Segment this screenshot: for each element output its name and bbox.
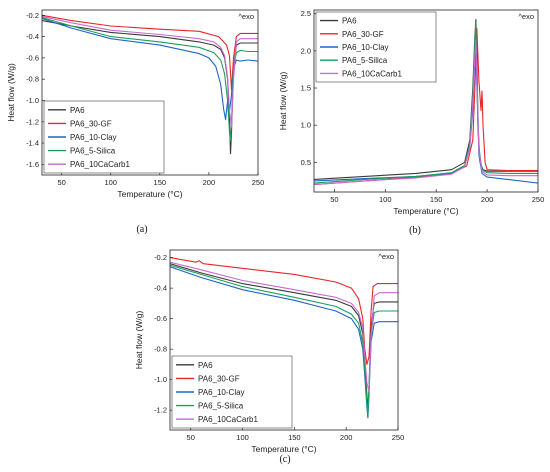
plot-frame <box>169 249 399 431</box>
y-tick-label: -1.0 <box>26 96 39 105</box>
x-tick-label: 50 <box>330 195 338 204</box>
y-tick-label: -0.8 <box>154 345 167 354</box>
legend-label: PA6 <box>198 361 213 370</box>
x-tick-label: 100 <box>379 195 392 204</box>
x-tick-label: 150 <box>288 433 301 442</box>
x-tick-label: 50 <box>57 178 65 187</box>
y-axis-label: Heat flow (W/g) <box>278 72 288 131</box>
plot-frame <box>41 9 259 176</box>
legend-label: PA6_10CaCarb1 <box>198 415 258 424</box>
exo-annotation: ^exo <box>238 12 254 21</box>
series-line-pa6-10cacarb1 <box>314 39 538 186</box>
x-tick-label: 200 <box>481 195 494 204</box>
series-line-pa6-5-silica <box>314 22 538 184</box>
y-axis-label: Heat flow (W/g) <box>134 311 144 370</box>
y-tick-label: 1.0 <box>301 121 311 130</box>
x-tick-label: 50 <box>187 433 195 442</box>
y-tick-label: -0.2 <box>26 11 39 20</box>
panel-caption: (c) <box>279 454 290 465</box>
legend-label: PA6 <box>70 106 85 115</box>
x-tick-label: 200 <box>203 178 216 187</box>
legend: PA6 PA6_30-GF PA6_10-Clay PA6_5-Silica PA6_1… <box>43 100 165 174</box>
y-tick-label: -0.6 <box>26 53 39 62</box>
series-group <box>170 257 398 419</box>
y-tick-label: -1.0 <box>154 375 167 384</box>
y-tick-label: -0.8 <box>26 75 39 84</box>
y-tick-label: -0.6 <box>154 314 167 323</box>
x-tick-label: 250 <box>392 433 405 442</box>
chart-panel-b: 50 100 150 200 250 0.5 1.0 1.5 2.0 2.5 Temperature… <box>278 9 544 236</box>
chart-panel-a: 50 100 150 200 250 -0.2 -0.4 -0.6 -0.8 -1.0 -1.2 -1… <box>6 9 265 235</box>
series-line-pa6-5-silica <box>42 16 258 142</box>
series-group <box>42 14 258 155</box>
x-tick-label: 150 <box>154 178 167 187</box>
x-axis-label: Temperature (°C) <box>251 444 316 454</box>
series-line-pa6-10cacarb1 <box>170 261 398 393</box>
series-line-pa6-5-silica <box>170 264 398 416</box>
legend-label: PA6_10-Clay <box>342 43 389 52</box>
y-axis-label: Heat flow (W/g) <box>6 63 16 122</box>
plot-frame <box>313 9 539 193</box>
y-tick-label: -0.4 <box>26 32 39 41</box>
y-tick-label: -1.6 <box>26 160 39 169</box>
legend: PA6 PA6_30-GF PA6_10-Clay PA6_5-Silica PA6_1… <box>171 355 293 429</box>
y-tick-label: -0.4 <box>154 284 167 293</box>
y-tick-label: 2.0 <box>301 46 311 55</box>
panel-caption: (b) <box>409 225 421 236</box>
chart-panel-c: 50 100 150 200 250 -0.2 -0.4 -0.6 -0.8 -1.0 -1.2 Te… <box>134 249 405 465</box>
x-tick-label: 100 <box>104 178 117 187</box>
legend-label: PA6 <box>342 17 357 26</box>
x-tick-label: 100 <box>236 433 249 442</box>
legend-label: PA6_30-GF <box>198 374 240 383</box>
series-line-pa6-30-gf <box>170 257 398 365</box>
y-tick-label: 0.5 <box>301 158 311 167</box>
x-axis-label: Temperature (°C) <box>393 206 458 216</box>
x-tick-label: 250 <box>252 178 265 187</box>
y-tick-label: 1.5 <box>301 84 311 93</box>
legend-label: PA6_10CaCarb1 <box>70 160 130 169</box>
series-line-pa6-10-clay <box>42 17 258 121</box>
legend-label: PA6_5-Silica <box>198 402 244 411</box>
legend-label: PA6_5-Silica <box>342 56 388 65</box>
series-group <box>314 19 538 186</box>
y-tick-label: -1.2 <box>154 406 167 415</box>
x-tick-label: 250 <box>532 195 545 204</box>
exo-annotation: ^exo <box>518 12 534 21</box>
panel-caption: (a) <box>136 224 147 235</box>
legend: PA6 PA6_30-GF PA6_10-Clay PA6_5-Silica PA6_1… <box>315 11 437 83</box>
x-axis-label: Temperature (°C) <box>117 189 182 199</box>
legend-label: PA6_10-Clay <box>70 133 117 142</box>
x-tick-label: 200 <box>340 433 353 442</box>
legend-label: PA6_30-GF <box>70 119 112 128</box>
legend-label: PA6_5-Silica <box>70 147 116 156</box>
y-tick-label: -1.4 <box>26 139 39 148</box>
legend-label: PA6_30-GF <box>342 30 384 39</box>
legend-label: PA6_10CaCarb1 <box>342 69 402 78</box>
legend-label: PA6_10-Clay <box>198 388 245 397</box>
y-tick-label: -0.2 <box>154 253 167 262</box>
x-tick-label: 150 <box>430 195 443 204</box>
series-line-pa6-10cacarb1 <box>42 15 258 128</box>
exo-annotation: ^exo <box>378 252 394 261</box>
y-tick-label: -1.2 <box>26 117 39 126</box>
series-line-pa6-30-gf <box>42 14 258 91</box>
y-tick-label: 2.5 <box>301 9 311 18</box>
